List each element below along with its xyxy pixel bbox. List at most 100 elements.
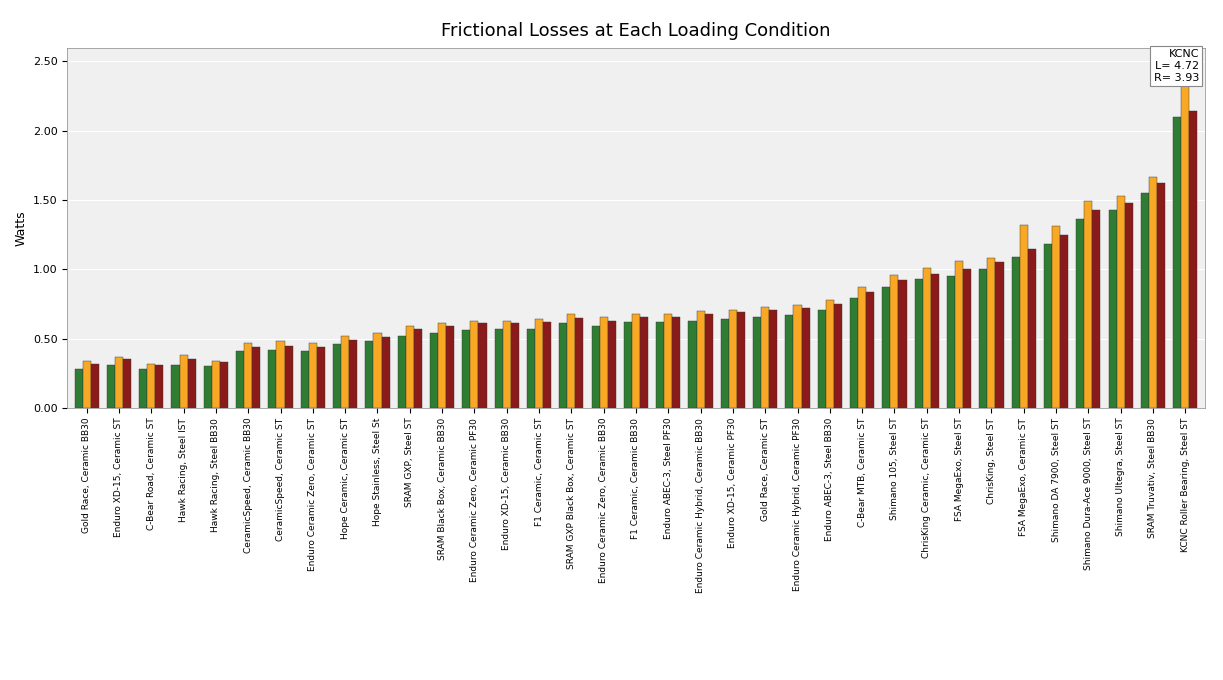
Bar [91,364,99,408]
Bar [737,312,745,408]
Bar [1189,112,1197,408]
Bar [106,365,115,408]
Bar [301,351,308,408]
Bar [1092,210,1101,408]
Bar [980,269,987,408]
Bar [478,324,487,408]
Bar [575,318,583,408]
Bar [1181,63,1189,408]
Bar [308,343,317,408]
Text: KCNC
L= 4.72
R= 3.93: KCNC L= 4.72 R= 3.93 [1153,50,1199,82]
Bar [866,292,874,408]
Bar [769,309,778,408]
Bar [527,329,534,408]
Bar [438,324,446,408]
Bar [413,329,422,408]
Bar [890,275,899,408]
Bar [608,321,615,408]
Y-axis label: Watts: Watts [15,210,27,245]
Bar [236,351,245,408]
Bar [931,273,939,408]
Bar [147,364,155,408]
Bar [720,320,729,408]
Bar [624,322,632,408]
Bar [503,321,511,408]
Bar [366,341,373,408]
Bar [729,309,737,408]
Bar [1148,177,1157,408]
Bar [220,362,227,408]
Bar [697,311,704,408]
Bar [1027,249,1036,408]
Bar [673,316,680,408]
Bar [115,357,124,408]
Bar [1125,203,1132,408]
Bar [882,288,890,408]
Bar [511,324,519,408]
Bar [1157,184,1166,408]
Bar [1108,210,1117,408]
Bar [333,344,341,408]
Bar [1141,193,1148,408]
Bar [212,361,220,408]
Bar [276,341,285,408]
Bar [567,313,575,408]
Bar [180,356,187,408]
Bar [704,313,713,408]
Bar [1085,201,1092,408]
Bar [1076,220,1085,408]
Bar [430,333,438,408]
Bar [689,321,697,408]
Bar [1117,196,1125,408]
Bar [462,330,471,408]
Bar [559,324,567,408]
Bar [996,262,1004,408]
Bar [664,313,673,408]
Bar [785,315,794,408]
Bar [187,360,196,408]
Bar [204,367,212,408]
Bar [794,305,801,408]
Bar [1060,235,1068,408]
Bar [859,288,866,408]
Bar [268,350,276,408]
Bar [657,322,664,408]
Bar [818,309,826,408]
Bar [124,360,131,408]
Bar [761,307,769,408]
Bar [1173,117,1181,408]
Bar [252,347,260,408]
Bar [964,269,971,408]
Bar [397,336,406,408]
Bar [75,369,83,408]
Bar [245,343,252,408]
Bar [446,326,454,408]
Bar [599,316,608,408]
Bar [317,347,325,408]
Bar [987,258,996,408]
Title: Frictional Losses at Each Loading Condition: Frictional Losses at Each Loading Condit… [442,22,830,41]
Bar [373,333,382,408]
Bar [947,276,955,408]
Bar [899,280,906,408]
Bar [955,261,964,408]
Bar [632,313,640,408]
Bar [543,322,552,408]
Bar [850,299,859,408]
Bar [640,316,648,408]
Bar [592,326,599,408]
Bar [471,321,478,408]
Bar [382,337,390,408]
Bar [915,279,922,408]
Bar [171,365,180,408]
Bar [155,365,164,408]
Bar [834,304,841,408]
Bar [1052,226,1060,408]
Bar [406,326,413,408]
Bar [1020,225,1027,408]
Bar [1011,257,1020,408]
Bar [83,361,91,408]
Bar [753,316,761,408]
Bar [285,345,292,408]
Bar [801,308,810,408]
